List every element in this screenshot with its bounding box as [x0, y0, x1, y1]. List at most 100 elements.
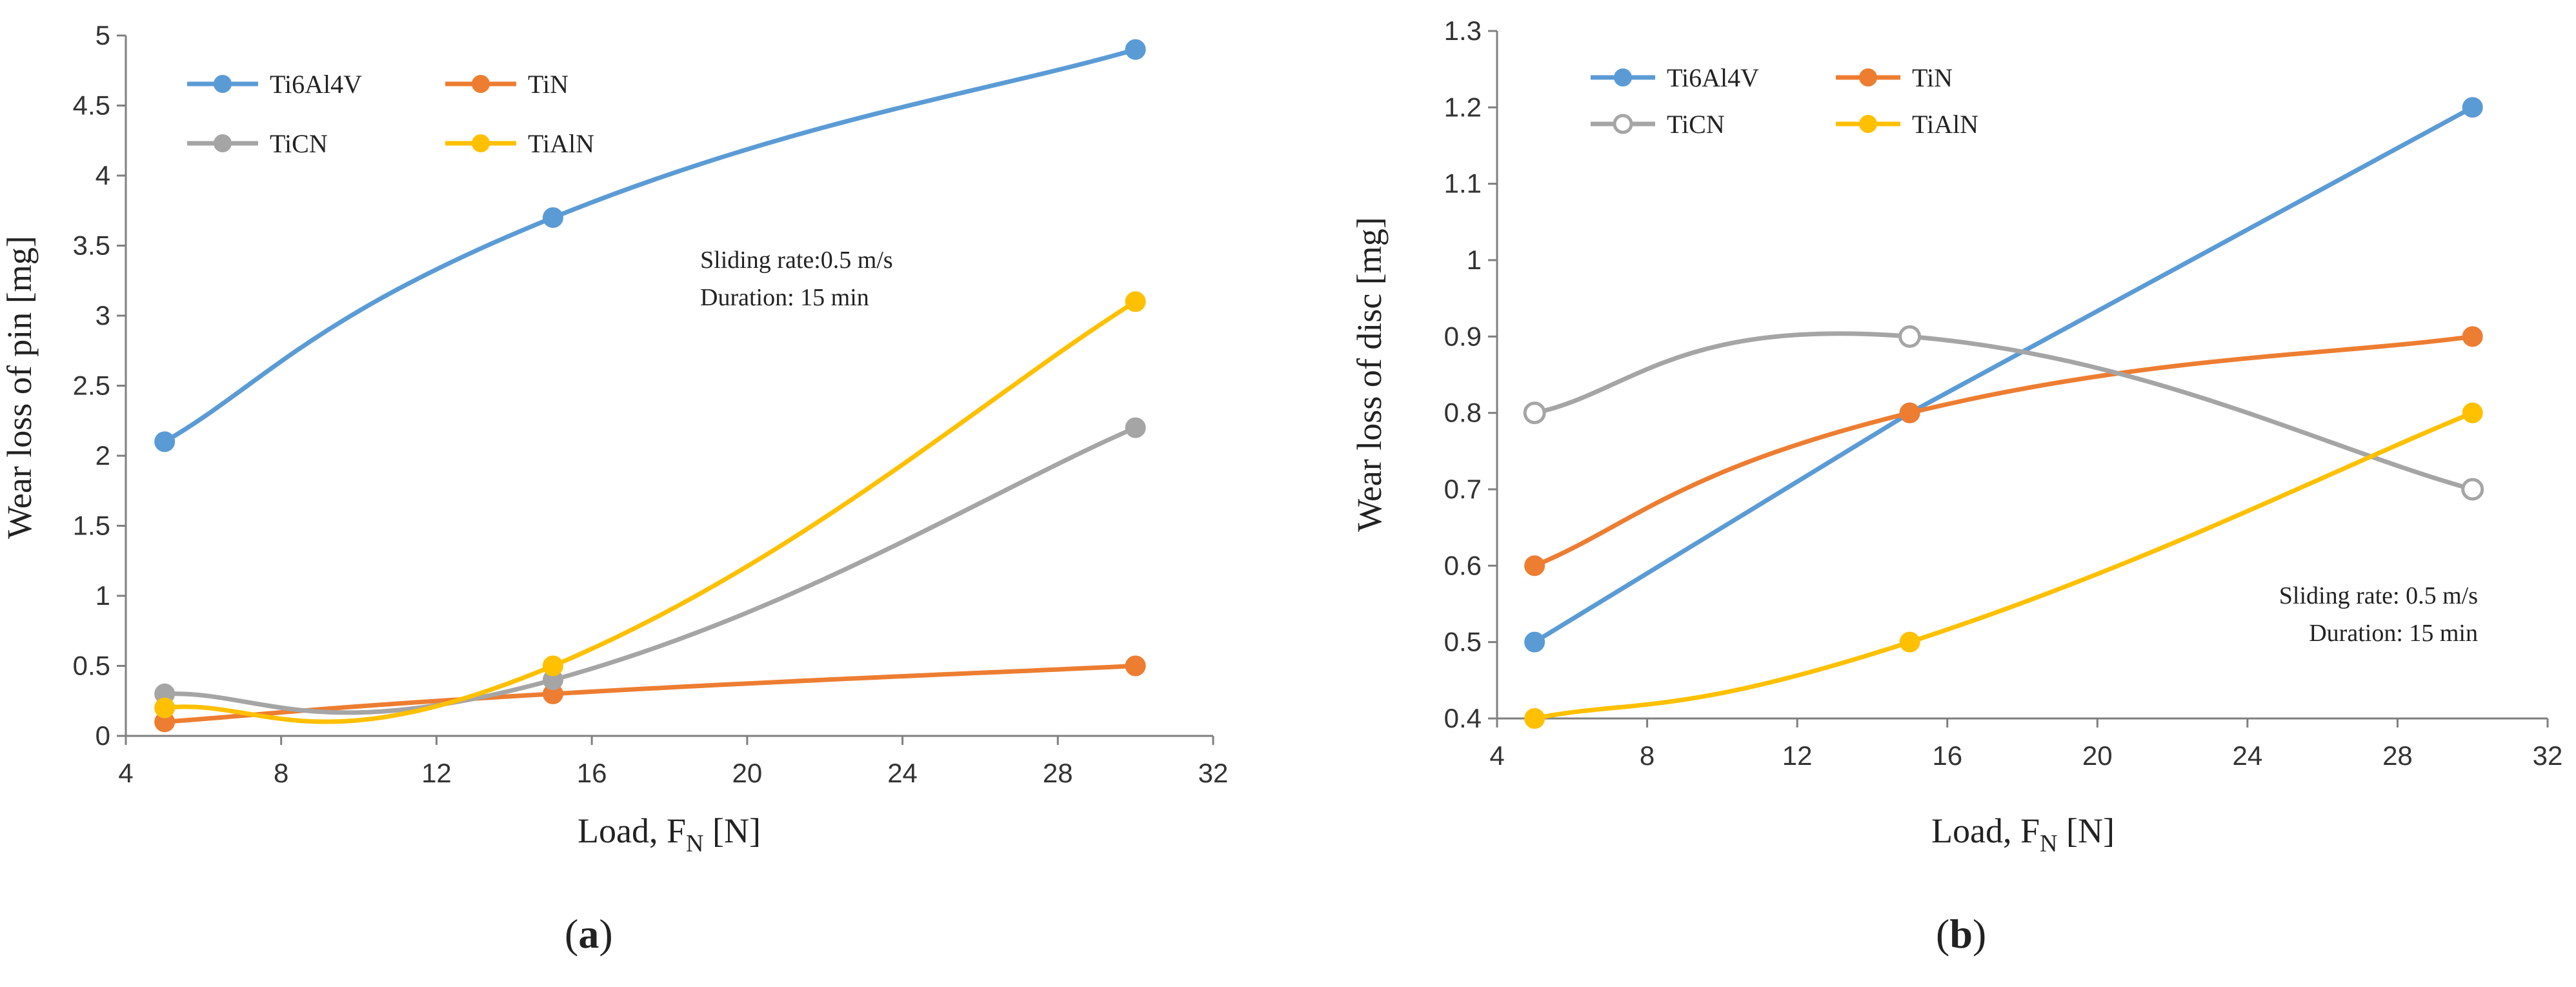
legend-label: TiAlN	[1912, 110, 1978, 139]
data-point-ticn	[2461, 478, 2484, 501]
annotation-text: Duration: 15 min	[2309, 620, 2478, 647]
y-tick-label: 0.6	[1444, 550, 1482, 580]
x-tick-label: 24	[2232, 740, 2262, 771]
data-point-tin	[2462, 326, 2483, 347]
data-point-tialn	[542, 655, 563, 677]
legend-swatch-marker	[214, 75, 232, 93]
y-tick-label: 1.5	[73, 511, 110, 541]
x-tick-label: 28	[1043, 758, 1073, 788]
y-tick-label: 0.9	[1444, 321, 1482, 351]
x-axis-title: Load, FN [N]	[578, 811, 761, 857]
series-line-tialn	[162, 299, 1138, 724]
x-tick-label: 16	[577, 758, 607, 788]
legend-label: TiAlN	[528, 129, 594, 158]
data-point-ti6al4v	[2462, 97, 2483, 118]
y-tick-label: 3	[96, 300, 110, 331]
data-point-ti6al4v	[1125, 39, 1146, 60]
y-tick-label: 2.5	[73, 371, 110, 401]
x-tick-label: 32	[1198, 758, 1229, 788]
x-axis-title-main: Load, F	[578, 811, 686, 850]
legend-label: Ti6Al4V	[270, 70, 362, 99]
data-point-ti6al4v	[154, 431, 176, 453]
series-line-tialn	[1532, 411, 2475, 721]
y-tick-label: 3.5	[73, 230, 110, 261]
y-axis-title: Wear loss of disc [mg]	[1350, 217, 1389, 532]
x-tick-label: 12	[421, 758, 452, 788]
legend-swatch-marker	[472, 75, 490, 93]
x-tick-label: 12	[1782, 740, 1813, 771]
data-point-tin	[1125, 655, 1146, 677]
data-point-ti6al4v	[1524, 631, 1545, 653]
x-axis-title-subscript: N	[686, 830, 703, 857]
y-tick-label: 1.3	[1444, 15, 1482, 46]
data-point-tialn	[1899, 631, 1920, 653]
data-point-tialn	[1524, 708, 1545, 729]
legend-swatch-marker	[1859, 115, 1877, 133]
legend-label: TiN	[1912, 63, 1953, 92]
x-tick-label: 20	[732, 758, 762, 788]
x-tick-label: 28	[2382, 740, 2413, 771]
y-tick-label: 0.7	[1444, 474, 1482, 504]
legend-label: TiCN	[270, 129, 328, 158]
annotation-text: Duration: 15 min	[700, 284, 869, 311]
caption-a-label: a	[578, 911, 599, 957]
y-tick-label: 0	[96, 720, 110, 751]
y-tick-label: 0.5	[73, 651, 110, 681]
data-point-tin	[1524, 555, 1545, 576]
data-point-tialn	[154, 697, 176, 718]
data-point-tin	[1899, 402, 1920, 423]
y-tick-label: 1.2	[1444, 92, 1482, 122]
caption-b: (b)	[1936, 911, 1987, 957]
y-axis-title: Wear loss of pin [mg]	[0, 236, 39, 539]
data-point-tialn	[1125, 291, 1146, 312]
x-tick-label: 8	[274, 758, 288, 788]
chart-a-svg: 0 0.5 1 1.5 2 2.5 3 3.5 4 4.5 5 4 8 12 16 20 24 28 32 Wear …	[0, 20, 1229, 857]
x-axis-title-unit: [N]	[703, 811, 760, 850]
annotation-text: Sliding rate:0.5 m/s	[700, 247, 893, 274]
x-tick-label: 4	[118, 758, 133, 788]
x-axis-title-main: Load, F	[1931, 811, 2040, 850]
series-line-tin	[1532, 334, 2475, 568]
legend-label: Ti6Al4V	[1667, 63, 1759, 92]
series-line-ti6al4v	[162, 47, 1138, 444]
y-tick-label: 5	[96, 20, 110, 50]
x-axis-title-unit: [N]	[2057, 811, 2114, 850]
x-tick-label: 8	[1640, 740, 1655, 771]
data-point-ti6al4v	[542, 207, 563, 229]
data-point-ticn	[1523, 402, 1546, 425]
x-axis-title-subscript: N	[2040, 830, 2057, 857]
series-line-ticn	[162, 425, 1138, 715]
series-line-ti6al4v	[1532, 105, 2475, 645]
x-axis-title: Load, FN [N]	[1931, 811, 2115, 857]
legend-swatch-marker	[472, 134, 490, 152]
series-line-ticn	[1532, 331, 2475, 492]
y-tick-label: 0.5	[1444, 627, 1482, 657]
caption-b-label: b	[1949, 911, 1973, 957]
annotation-text: Sliding rate: 0.5 m/s	[2279, 582, 2478, 609]
data-point-ticn	[1898, 325, 1922, 348]
legend-label: TiCN	[1667, 110, 1725, 139]
y-tick-label: 0.8	[1444, 398, 1482, 428]
y-tick-label: 0.4	[1444, 703, 1482, 733]
data-point-tialn	[2462, 402, 2483, 423]
legend-swatch-marker	[214, 134, 232, 152]
caption-a: (a)	[565, 911, 613, 957]
y-tick-label: 4	[96, 160, 110, 190]
series-line-tin	[162, 664, 1138, 724]
y-tick-label: 1	[1467, 245, 1482, 275]
y-tick-label: 1	[96, 580, 110, 611]
legend-label: TiN	[528, 70, 569, 99]
y-tick-label: 4.5	[73, 90, 110, 121]
x-tick-label: 16	[1932, 740, 1962, 771]
chart-panel-b: 0.4 0.5 0.6 0.7 0.8 0.9 1 1.1 1.2 1.3 4 8 12 16 20 24 28…	[1291, 0, 2576, 987]
x-tick-label: 4	[1489, 740, 1504, 771]
chart-b-svg: 0.4 0.5 0.6 0.7 0.8 0.9 1 1.1 1.2 1.3 4 8 12 16 20 24 28…	[1350, 15, 2563, 857]
chart-panel-a: 0 0.5 1 1.5 2 2.5 3 3.5 4 4.5 5 4 8 12 16 20 24 28 32 Wear …	[0, 0, 1278, 987]
legend-swatch-marker	[1614, 68, 1632, 86]
x-tick-label: 32	[2533, 740, 2563, 771]
data-point-ticn	[1125, 417, 1146, 438]
x-tick-label: 24	[887, 758, 918, 788]
legend-swatch-marker	[1859, 68, 1877, 86]
y-tick-label: 2	[96, 440, 110, 471]
x-tick-label: 20	[2082, 740, 2113, 771]
